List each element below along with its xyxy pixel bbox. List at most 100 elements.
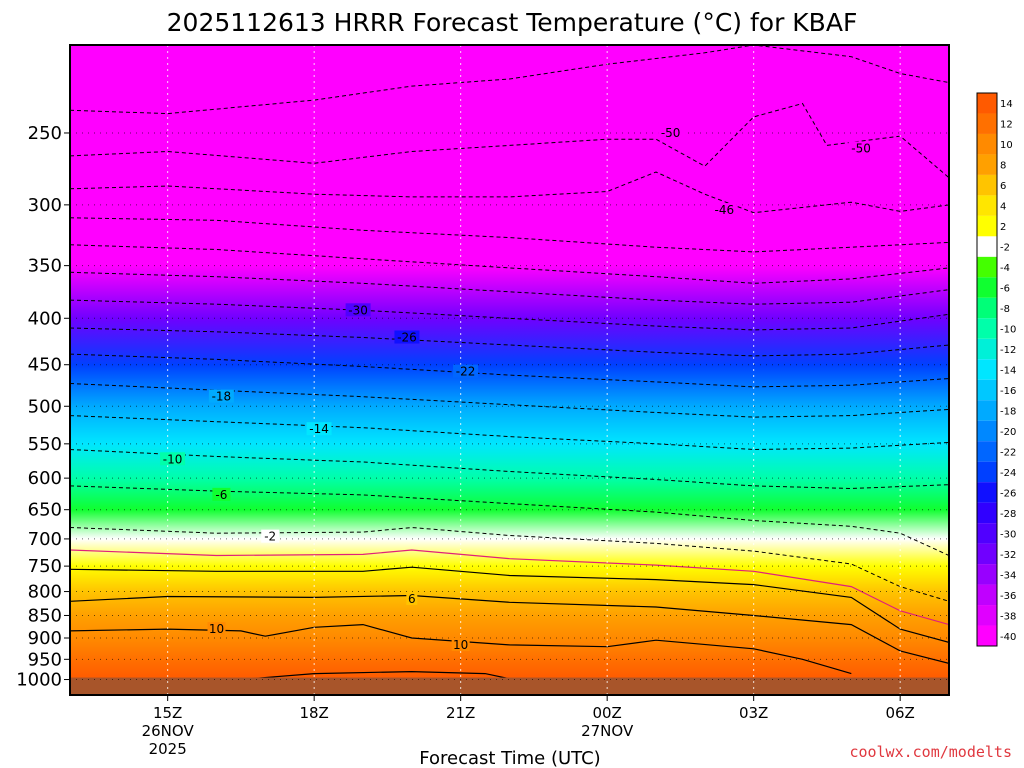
- contour-line--26: [70, 327, 949, 357]
- y-tick-label: 850: [28, 605, 62, 626]
- colorbar-label: -24: [1000, 468, 1016, 479]
- grid-lines: [70, 45, 949, 695]
- colorbar-label: -32: [1000, 550, 1016, 561]
- colorbar-swatch: [977, 338, 997, 360]
- contour-line--18: [70, 383, 949, 418]
- colorbar-label: 14: [1000, 99, 1013, 110]
- colorbar-swatch: [977, 133, 997, 155]
- y-tick-label: 450: [28, 355, 62, 376]
- y-tick-label: 950: [28, 649, 62, 670]
- contour-label-bg: [711, 203, 737, 217]
- contour-line--46: [70, 171, 949, 214]
- contour-line-0: [70, 549, 949, 626]
- y-tick-label: 300: [28, 195, 62, 216]
- contour-line--6: [70, 485, 949, 556]
- colorbar-label: -34: [1000, 570, 1016, 581]
- contour-line--22: [70, 353, 949, 388]
- colorbar-swatch: [977, 584, 997, 606]
- contour-label: -14: [309, 422, 329, 436]
- colorbar-swatch: [977, 502, 997, 524]
- contour-label: 6: [408, 592, 416, 606]
- y-tick-label: 650: [28, 500, 62, 521]
- contour-label: -50: [661, 126, 681, 140]
- colorbar-swatch: [977, 441, 997, 462]
- x-tick-label: 06Z: [885, 704, 914, 722]
- colorbar-label: -40: [1000, 632, 1016, 643]
- contour-line--34: [70, 271, 949, 305]
- colorbar-swatch: [977, 461, 997, 483]
- contour-label: -10: [163, 452, 183, 466]
- contour-label-bg: [306, 422, 332, 436]
- y-tick-label: 750: [28, 556, 62, 577]
- contour-label: -2: [264, 530, 276, 544]
- colorbar-swatch: [977, 154, 997, 175]
- x-tick-label: 21Z: [446, 704, 475, 722]
- colorbar-swatch: [977, 297, 997, 319]
- y-tick-label: 600: [28, 468, 62, 489]
- temperature-field: [70, 45, 949, 695]
- x-tick-year: 2025: [149, 740, 187, 758]
- contour-label-bg: [658, 125, 684, 139]
- contour-line--14: [70, 415, 949, 451]
- x-tick-label: 03Z: [739, 704, 768, 722]
- x-tick-label: 18Z: [299, 704, 328, 722]
- y-axis-ticks: 2503003504004505005506006507007508008509…: [16, 123, 70, 691]
- contour-line-14: [240, 670, 510, 681]
- colorbar-label: 10: [1000, 140, 1013, 151]
- colorbar-swatch: [977, 236, 997, 257]
- colorbar-swatch: [977, 379, 997, 401]
- contour-label-bg: [848, 141, 874, 155]
- contour-label-bg: [160, 452, 186, 466]
- contour-label: 10: [453, 638, 468, 652]
- colorbar-swatch: [977, 420, 997, 442]
- credit-link[interactable]: coolwx.com/modelts: [849, 743, 1012, 761]
- colorbar-swatch: [977, 174, 997, 196]
- contour-label: -18: [212, 390, 232, 404]
- contour-label-bg: [451, 637, 470, 651]
- contour-line-6: [70, 594, 949, 664]
- colorbar-swatch: [977, 605, 997, 626]
- colorbar-label: -12: [1000, 345, 1016, 356]
- colorbar-label: -20: [1000, 427, 1016, 438]
- colorbar-label: -26: [1000, 488, 1016, 499]
- y-tick-label: 1000: [16, 670, 62, 691]
- colorbar-label: 2: [1000, 222, 1006, 233]
- contour-label: -26: [397, 331, 417, 345]
- y-tick-label: 250: [28, 123, 62, 144]
- x-tick-date: 27NOV: [581, 722, 634, 740]
- contour-label: 10: [209, 622, 224, 636]
- colorbar-swatch: [977, 256, 997, 278]
- y-tick-label: 700: [28, 529, 62, 550]
- contour-label-bg: [212, 487, 231, 501]
- colorbar-label: -8: [1000, 304, 1010, 315]
- colorbar-label: -16: [1000, 386, 1016, 397]
- contour-label: -50: [851, 141, 871, 155]
- contour-line--42: [70, 217, 949, 253]
- colorbar-swatch: [977, 523, 997, 544]
- colorbar-label: 8: [1000, 161, 1006, 172]
- colorbar-swatch: [977, 93, 997, 114]
- colorbar-label: -14: [1000, 366, 1016, 377]
- colorbar-swatch: [977, 195, 997, 216]
- contour-line--30: [70, 299, 949, 331]
- contour-label: -30: [348, 303, 368, 317]
- contour-label-bg: [261, 529, 280, 543]
- contour-label-bg: [207, 622, 226, 636]
- colorbar-label: -36: [1000, 591, 1016, 602]
- y-tick-label: 900: [28, 628, 62, 649]
- colorbar-label: -30: [1000, 529, 1016, 540]
- colorbar-label: -28: [1000, 509, 1016, 520]
- x-axis-label: Forecast Time (UTC): [419, 748, 600, 768]
- contour-label-bg: [394, 330, 420, 344]
- y-tick-label: 350: [28, 256, 62, 277]
- colorbar-swatch: [977, 400, 997, 421]
- colorbar-label: -18: [1000, 406, 1016, 417]
- colorbar-label: -22: [1000, 447, 1016, 458]
- ground-below-surface: [70, 677, 949, 695]
- y-tick-label: 500: [28, 396, 62, 417]
- contour-label: -6: [215, 488, 227, 502]
- contour-line--10: [70, 449, 949, 490]
